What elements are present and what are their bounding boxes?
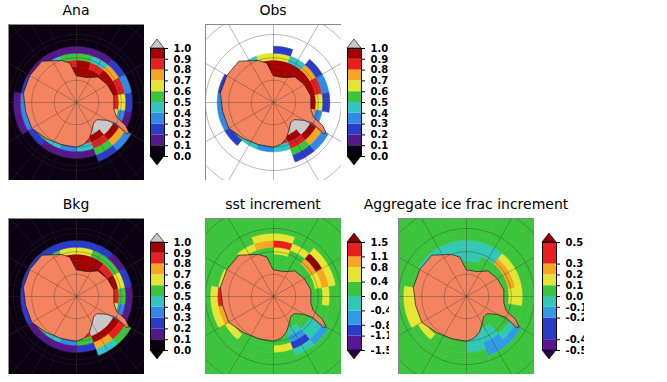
svg-text:-0.5: -0.5 [566,345,585,356]
svg-text:0.4: 0.4 [371,276,389,287]
html-text:sst increment: sst increment [225,196,321,212]
svg-text:0.5: 0.5 [174,291,192,302]
svg-text:0.6: 0.6 [371,86,389,97]
svg-text:0.4: 0.4 [174,302,192,313]
svg-text:0.5: 0.5 [566,237,584,248]
svg-text:0.0: 0.0 [371,291,389,302]
svg-text:-0.4: -0.4 [371,305,390,316]
svg-text:0.1: 0.1 [566,280,584,291]
svg-text:0.2: 0.2 [174,129,192,140]
svg-text:0.0: 0.0 [174,151,192,162]
svg-text:-1.5: -1.5 [371,345,390,356]
svg-text:0.2: 0.2 [371,129,389,140]
html-text:Obs: Obs [259,2,287,18]
svg-text:0.3: 0.3 [371,118,389,129]
svg-text:0.1: 0.1 [174,334,192,345]
svg-text:0.8: 0.8 [174,64,192,75]
svg-text:0.2: 0.2 [174,323,192,334]
svg-text:0.8: 0.8 [371,262,389,273]
svg-text:0.3: 0.3 [566,258,584,269]
svg-text:-1.1: -1.1 [371,330,390,341]
svg-text:0.6: 0.6 [174,86,192,97]
svg-text:1.0: 1.0 [174,237,192,248]
svg-text:0.6: 0.6 [174,280,192,291]
svg-text:-0.2: -0.2 [566,312,585,323]
svg-text:0.5: 0.5 [174,97,192,108]
svg-text:-0.1: -0.1 [566,302,585,313]
svg-text:0.9: 0.9 [174,248,192,259]
svg-text:0.7: 0.7 [174,75,192,86]
svg-text:0.0: 0.0 [371,151,389,162]
svg-text:0.7: 0.7 [174,269,192,280]
svg-text:0.4: 0.4 [371,108,389,119]
svg-text:-0.8: -0.8 [371,320,390,331]
svg-text:0.2: 0.2 [566,269,584,280]
svg-text:0.7: 0.7 [371,75,389,86]
html-text:Ana: Ana [62,2,90,18]
svg-text:0.0: 0.0 [566,291,584,302]
svg-text:0.0: 0.0 [174,345,192,356]
html-text:Bkg: Bkg [62,196,90,212]
svg-text:1.0: 1.0 [174,43,192,54]
svg-text:0.3: 0.3 [174,312,192,323]
svg-text:0.4: 0.4 [174,108,192,119]
svg-text:1.1: 1.1 [371,251,389,262]
svg-text:0.3: 0.3 [174,118,192,129]
svg-text:-0.4: -0.4 [566,334,585,345]
svg-text:1.5: 1.5 [371,237,389,248]
svg-text:0.8: 0.8 [174,258,192,269]
svg-text:0.5: 0.5 [371,97,389,108]
svg-text:1.0: 1.0 [371,43,389,54]
svg-text:0.9: 0.9 [174,54,192,65]
svg-text:0.1: 0.1 [371,140,389,151]
html-text:Aggregate ice frac increment: Aggregate ice frac increment [363,196,569,212]
svg-text:0.1: 0.1 [174,140,192,151]
svg-text:0.8: 0.8 [371,64,389,75]
svg-text:0.9: 0.9 [371,54,389,65]
